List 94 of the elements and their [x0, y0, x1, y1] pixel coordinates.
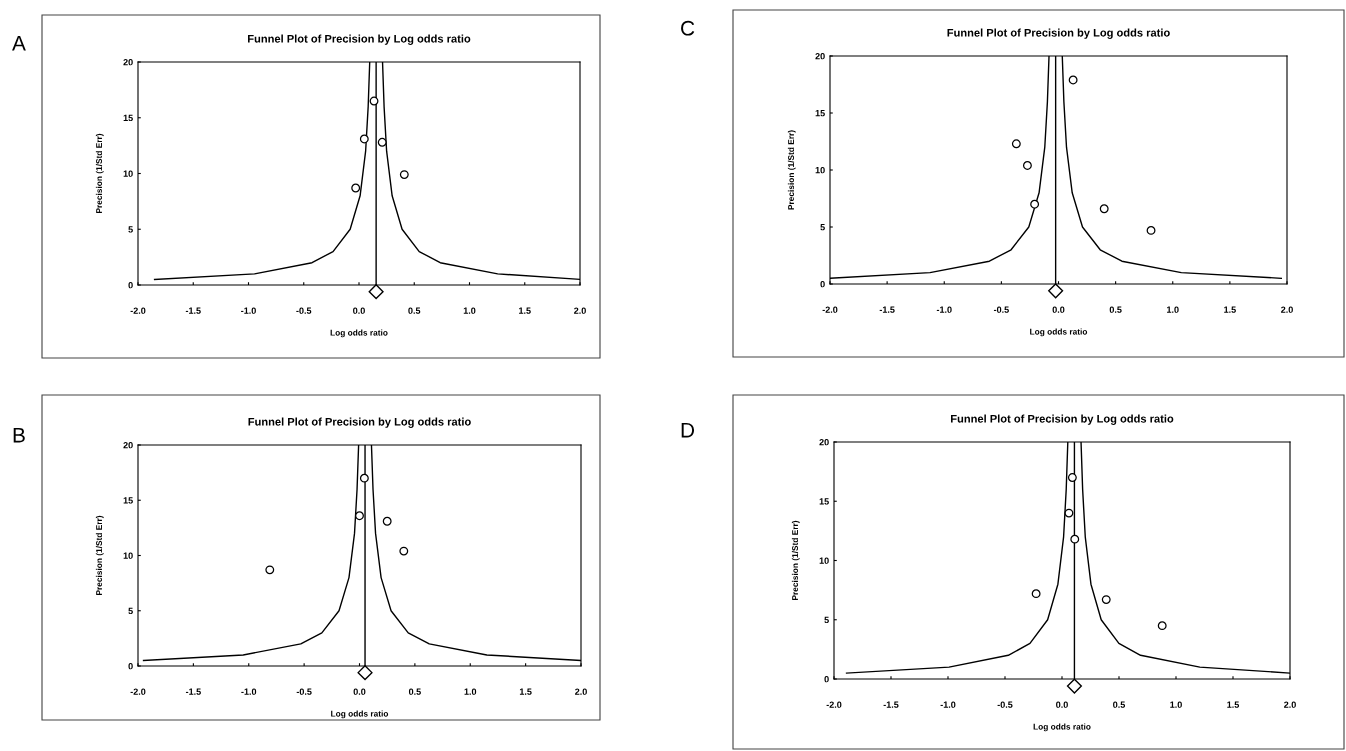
y-tick-label: 0: [820, 280, 825, 288]
x-tick-label: 0.5: [1113, 701, 1126, 708]
x-tick-label: 1.5: [519, 688, 532, 695]
point: [351, 183, 361, 193]
x-tick-label: -1.5: [185, 688, 201, 695]
chart-title: Funnel Plot of Precision by Log odds ratio: [951, 414, 1174, 425]
x-tick-label: 0.5: [408, 688, 421, 695]
text: A: [12, 36, 26, 51]
x-tick-label: 0.0: [1056, 701, 1068, 708]
x-tick-label: 2.0: [574, 307, 586, 314]
x-tick-label: 2.0: [575, 688, 587, 695]
point: [1157, 621, 1167, 631]
point: [1064, 508, 1074, 518]
point: [377, 137, 387, 147]
point: [359, 134, 369, 144]
x-tick-label: -2.0: [822, 306, 838, 313]
x-tick-label: 1.0: [1167, 306, 1179, 313]
x-tick-label: 1.5: [519, 307, 531, 314]
point: [1101, 595, 1111, 605]
y-tick-label: 0: [128, 662, 133, 670]
x-axis-title: Log odds ratio: [331, 710, 389, 719]
x-tick-label: 0.0: [353, 307, 365, 314]
x-tick-label: -2.0: [130, 688, 146, 695]
x-tick-label: 1.5: [1227, 701, 1240, 708]
y-axis-title: Precision (1/Std Err): [787, 130, 796, 210]
x-tick-label: -1.0: [241, 688, 257, 695]
x-tick-label: -1.0: [940, 701, 956, 708]
x-tick-label: 2.0: [1281, 306, 1293, 313]
point: [399, 170, 409, 180]
x-axis-title: Log odds ratio: [1033, 723, 1091, 732]
point: [382, 516, 392, 526]
x-tick-label: -0.5: [997, 701, 1013, 708]
x-tick-label: -0.5: [993, 306, 1009, 313]
y-tick-label: 20: [123, 58, 133, 66]
y-tick-label: 0: [128, 281, 133, 289]
y-tick-label: 20: [815, 52, 825, 60]
point: [1146, 225, 1156, 235]
point: [265, 565, 275, 575]
point: [1022, 160, 1032, 170]
point: [1030, 199, 1040, 209]
y-tick-label: 10: [815, 166, 825, 174]
x-axis-title: Log odds ratio: [1030, 328, 1088, 337]
y-tick-label: 20: [819, 438, 829, 446]
y-tick-label: 5: [128, 607, 133, 615]
y-tick-label: 15: [819, 498, 829, 505]
x-tick-label: -2.0: [130, 307, 146, 314]
y-tick-label: 15: [123, 497, 133, 504]
y-tick-label: 10: [123, 552, 133, 559]
y-axis-title: Precision (1/Std Err): [791, 520, 800, 600]
point: [399, 546, 409, 556]
point: [1068, 75, 1078, 85]
point: [359, 473, 369, 483]
y-tick-label: 5: [128, 226, 133, 233]
x-tick-label: 0.0: [353, 688, 366, 695]
x-tick-label: 1.0: [463, 307, 476, 314]
x-tick-label: 1.0: [464, 688, 477, 695]
point: [1031, 589, 1041, 599]
x-tick-label: -0.5: [296, 307, 312, 314]
x-tick-label: 1.0: [1170, 701, 1182, 708]
point: [1070, 534, 1080, 544]
y-tick-label: 15: [815, 110, 825, 117]
point: [369, 96, 379, 106]
chart-title: Funnel Plot of Precision by Log odds ratio: [248, 34, 471, 45]
text: B: [13, 428, 25, 443]
x-tick-label: -1.0: [936, 306, 952, 313]
x-tick-label: 1.5: [1224, 306, 1236, 313]
x-axis-title: Log odds ratio: [330, 329, 388, 338]
text: D: [681, 423, 695, 438]
point: [1099, 204, 1109, 214]
x-tick-label: -1.5: [879, 306, 895, 313]
y-tick-label: 10: [123, 170, 133, 177]
x-tick-label: -1.5: [185, 307, 201, 314]
text: C: [681, 20, 695, 36]
chart-title: Funnel Plot of Precision by Log odds ratio: [947, 28, 1170, 39]
x-tick-label: -2.0: [826, 701, 842, 708]
y-tick-label: 20: [123, 441, 133, 449]
y-tick-label: 10: [819, 557, 829, 564]
y-axis-title: Precision (1/Std Err): [95, 133, 104, 213]
y-axis-title: Precision (1/Std Err): [95, 515, 104, 595]
y-tick-label: 5: [820, 224, 825, 231]
x-tick-label: 0.5: [1109, 306, 1122, 313]
x-tick-label: 2.0: [1284, 701, 1296, 708]
y-tick-label: 0: [824, 675, 829, 683]
x-tick-label: -1.5: [883, 701, 899, 708]
point: [1067, 473, 1077, 482]
point: [1011, 139, 1021, 149]
chart-title: Funnel Plot of Precision by Log odds ratio: [248, 417, 471, 428]
x-tick-label: 0.0: [1052, 306, 1065, 313]
x-tick-label: -0.5: [296, 688, 312, 695]
x-tick-label: -1.0: [241, 307, 256, 314]
x-tick-label: 0.5: [408, 307, 421, 314]
y-tick-label: 15: [123, 114, 133, 122]
point: [355, 511, 364, 521]
y-tick-label: 5: [824, 616, 829, 624]
